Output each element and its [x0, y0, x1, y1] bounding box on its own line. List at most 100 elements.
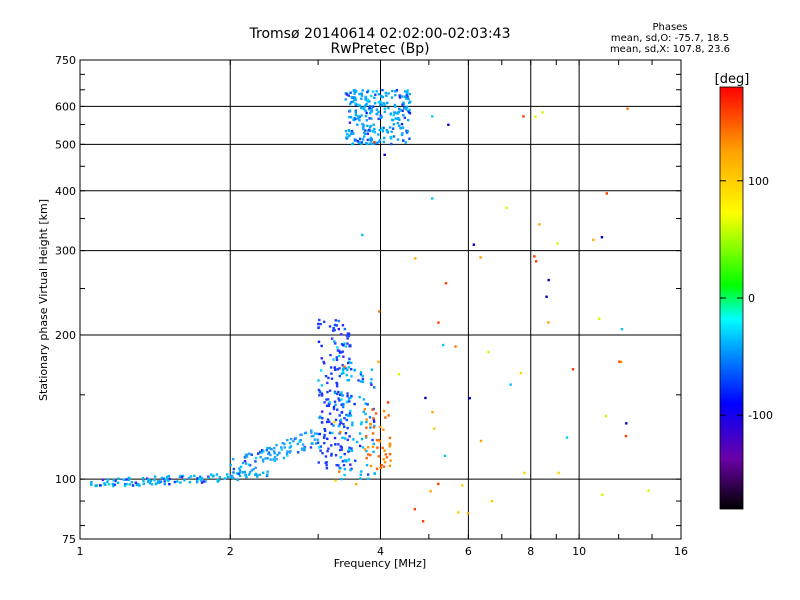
data-point [377, 360, 380, 364]
data-point [364, 141, 368, 145]
data-point [376, 446, 379, 449]
data-point [350, 395, 353, 398]
data-point [389, 136, 392, 139]
data-point [337, 443, 340, 446]
data-point [522, 115, 525, 118]
data-point [479, 256, 482, 259]
data-point [533, 255, 536, 258]
data-point [250, 469, 254, 472]
data-point [329, 366, 333, 369]
data-point [461, 484, 464, 487]
data-point [372, 105, 375, 108]
data-point [403, 95, 406, 98]
y-tick-label: 75 [62, 533, 76, 546]
data-point [340, 411, 343, 414]
data-point [431, 197, 434, 200]
data-point [90, 480, 93, 484]
data-point [362, 108, 366, 111]
data-point [394, 111, 397, 114]
data-point [317, 446, 321, 449]
data-point [328, 412, 332, 415]
data-point [303, 449, 306, 452]
x-tick-label: 4 [377, 545, 384, 558]
data-point [329, 353, 332, 357]
data-point [339, 467, 342, 470]
data-point [138, 484, 141, 487]
data-point [365, 420, 368, 424]
data-point [252, 468, 255, 471]
data-point [353, 369, 356, 372]
data-point [406, 91, 409, 94]
data-point [364, 402, 367, 405]
data-point [333, 328, 336, 332]
data-point [254, 460, 257, 463]
data-point [354, 102, 357, 105]
data-point [382, 126, 385, 130]
data-point [326, 398, 330, 401]
data-point [200, 479, 203, 482]
data-point [363, 408, 367, 411]
data-point [349, 344, 352, 348]
data-point [361, 446, 365, 449]
title-line-2: RwPretec (Bp) [330, 41, 430, 57]
x-tick-label: 6 [465, 545, 472, 558]
data-point [353, 92, 356, 95]
data-point [349, 409, 352, 413]
data-point [358, 119, 361, 122]
y-tick-label: 600 [55, 100, 76, 113]
data-point [98, 484, 102, 487]
data-point [534, 260, 538, 263]
data-point [204, 480, 207, 483]
data-point [372, 417, 375, 420]
data-point [317, 379, 320, 382]
data-point [365, 426, 368, 429]
data-point [368, 106, 371, 109]
data-point [351, 142, 355, 145]
data-point [335, 463, 338, 467]
data-point [320, 410, 324, 413]
data-point [342, 371, 345, 375]
data-point [256, 452, 260, 455]
data-point [571, 368, 575, 371]
data-point [269, 458, 272, 461]
data-point [413, 507, 417, 511]
data-point [358, 444, 362, 448]
data-point [216, 480, 220, 483]
data-point [188, 480, 191, 484]
data-point [380, 115, 383, 119]
data-point [364, 114, 368, 118]
data-point [330, 337, 334, 340]
data-point [604, 414, 608, 418]
data-point [466, 512, 470, 515]
data-point [116, 481, 120, 485]
data-point [349, 91, 352, 94]
data-point [335, 356, 338, 359]
data-point [325, 467, 329, 470]
data-point [311, 442, 314, 445]
data-point [358, 137, 362, 141]
data-point [346, 361, 350, 365]
data-point [267, 452, 270, 456]
data-point [239, 465, 243, 469]
data-point [369, 381, 373, 385]
data-point [348, 414, 351, 417]
data-point [405, 131, 409, 134]
data-point [245, 453, 249, 456]
data-point [505, 206, 508, 209]
data-point [183, 478, 186, 482]
data-point [277, 451, 281, 454]
data-point [400, 122, 404, 126]
data-point [390, 130, 393, 133]
data-point [364, 436, 368, 439]
data-point [154, 482, 158, 486]
data-point [217, 479, 221, 482]
data-point [266, 473, 269, 476]
data-point [339, 421, 343, 425]
data-point [361, 89, 364, 92]
data-point [296, 442, 300, 446]
data-point [547, 278, 550, 282]
data-point [330, 452, 333, 456]
data-point [259, 456, 262, 459]
data-point [371, 408, 374, 411]
data-point [375, 439, 379, 442]
